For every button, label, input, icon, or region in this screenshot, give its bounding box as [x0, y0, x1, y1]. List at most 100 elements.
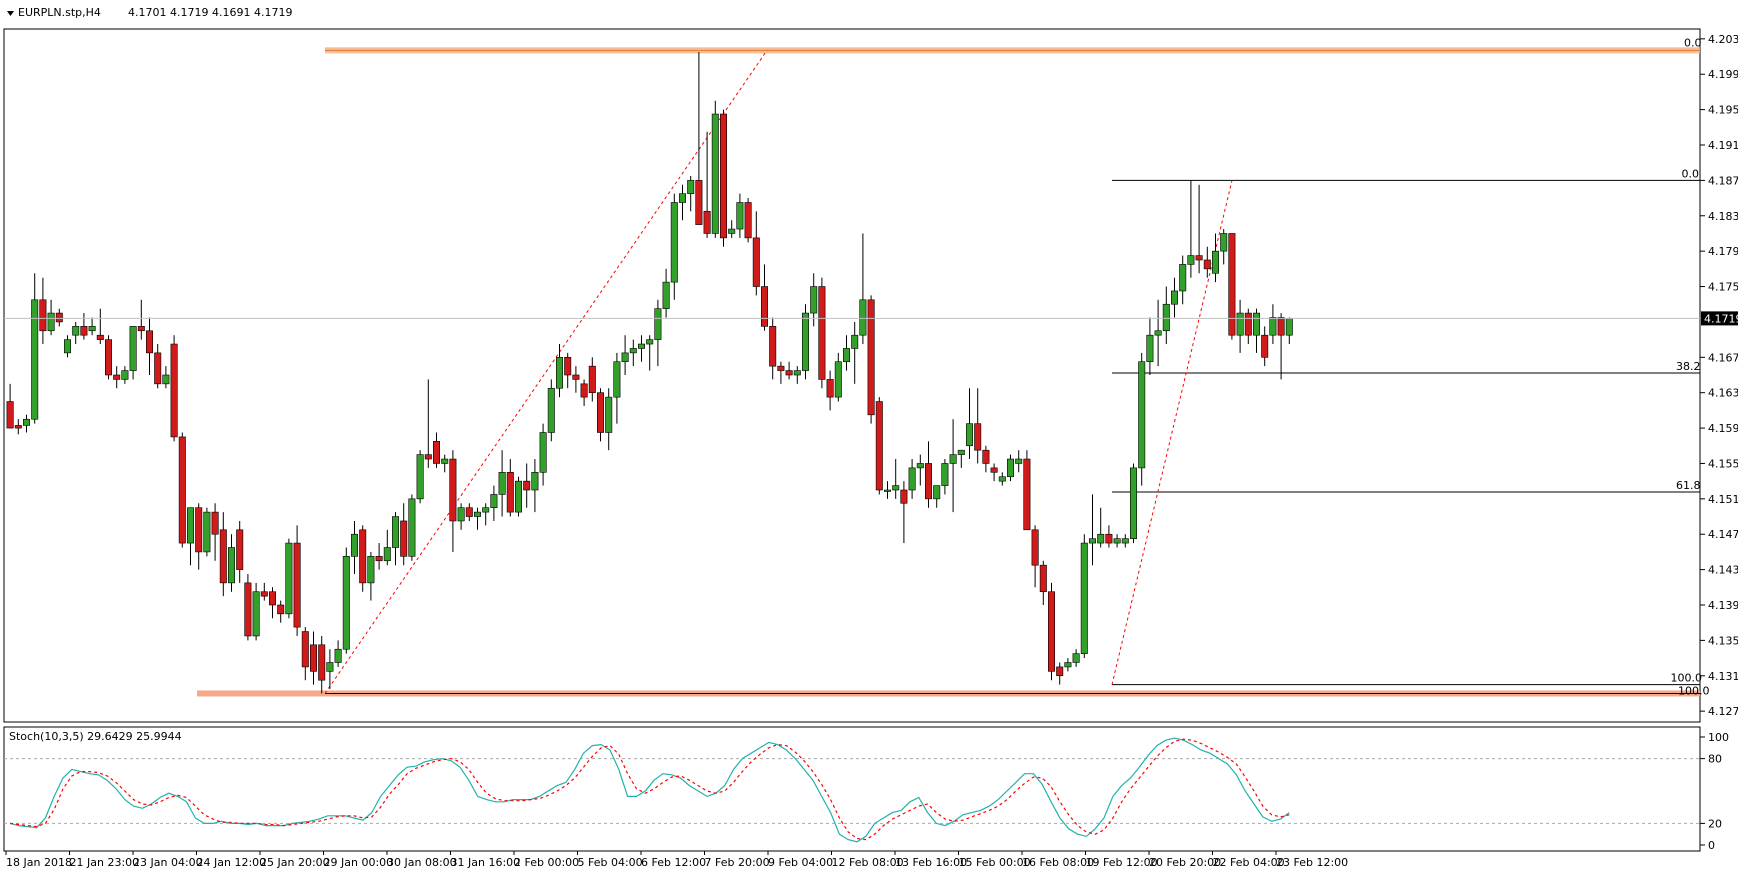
candles: [6, 52, 1293, 694]
fib-small-label-mid1: 38.2: [1676, 360, 1701, 373]
candle-up: [416, 454, 424, 500]
stoch-title: Stoch(10,3,5) 29.6429 25.9944: [9, 730, 182, 743]
candle-down: [449, 458, 457, 522]
candle-up: [728, 228, 736, 234]
stoch-signal-line: [10, 738, 1290, 841]
candle-down: [695, 180, 703, 225]
time-tick-label: 2 Feb 00:00: [514, 856, 579, 869]
candle-up: [678, 193, 686, 203]
candle-up: [441, 458, 449, 464]
candle-down: [301, 631, 309, 668]
candle-up: [162, 374, 170, 385]
candle-up: [859, 299, 867, 336]
price-tick-label: 4.1475: [1708, 528, 1738, 541]
candle-up: [1006, 458, 1014, 478]
candle-up: [687, 180, 695, 194]
candle-down: [154, 352, 162, 385]
candle-up: [1113, 538, 1121, 544]
candle-up: [326, 662, 334, 672]
price-tick-label: 4.1395: [1708, 599, 1738, 612]
candle-down: [6, 401, 14, 429]
candle-down: [55, 312, 63, 323]
candle-down: [1228, 233, 1236, 336]
price-tick-label: 4.1555: [1708, 457, 1738, 470]
candle-down: [703, 211, 711, 234]
candle-down: [260, 591, 268, 597]
candle-up: [1080, 542, 1088, 654]
candle-up: [916, 463, 924, 469]
time-tick-label: 9 Feb 04:00: [768, 856, 833, 869]
candle-up: [810, 286, 818, 314]
candle-down: [113, 374, 121, 380]
price-axis: 4.2035 4.1995 4.1955 4.1915 4.1875 4.1835 4.17…: [1700, 33, 1738, 718]
price-tick-label: 4.1875: [1708, 174, 1738, 187]
fib-small-label-top: 0.0: [1682, 167, 1700, 180]
time-tick-label: 19 Feb 12:00: [1086, 856, 1158, 869]
time-tick-label: 29 Jan 00:00: [324, 856, 394, 869]
candle-down: [1105, 533, 1113, 544]
candle-up: [228, 547, 236, 584]
stoch-tick-label: 20: [1708, 817, 1722, 830]
price-tick-label: 4.1275: [1708, 705, 1738, 718]
chart-menu-arrow-icon[interactable]: [7, 11, 14, 16]
candle-down: [506, 472, 514, 513]
candle-down: [580, 383, 588, 398]
candle-down: [105, 339, 113, 376]
price-tick-label: 4.1795: [1708, 245, 1738, 258]
candle-up: [834, 361, 842, 398]
candle-up: [482, 507, 490, 513]
candle-up: [1015, 458, 1023, 464]
stoch-main-line: [9, 737, 1290, 843]
candle-up: [1138, 361, 1146, 469]
price-tick-label: 4.1755: [1708, 281, 1738, 294]
candle-down: [752, 237, 760, 287]
current-price-tag-bg: [1701, 311, 1738, 326]
candle-down: [900, 489, 908, 504]
candle-down: [268, 591, 276, 606]
price-tick-label: 4.1995: [1708, 68, 1738, 81]
candle-up: [547, 387, 555, 433]
price-tick-label: 4.1315: [1708, 670, 1738, 683]
candle-up: [965, 423, 973, 447]
time-tick-label: 18 Jan 2018: [6, 856, 72, 869]
candle-up: [350, 533, 358, 557]
candle-up: [1212, 250, 1220, 274]
candle-down: [982, 449, 990, 464]
price-tick-label: 4.1635: [1708, 387, 1738, 400]
candle-down: [96, 334, 104, 340]
candle-up: [842, 348, 850, 363]
time-tick-label: 24 Jan 12:00: [197, 856, 267, 869]
price-tick-label: 4.1515: [1708, 493, 1738, 506]
price-tick-label: 4.1355: [1708, 634, 1738, 647]
candle-down: [974, 423, 982, 451]
time-tick-label: 15 Feb 00:00: [959, 856, 1031, 869]
fib-small-label-bottom: 100.0: [1671, 672, 1703, 685]
candle-up: [285, 542, 293, 615]
candle-down: [1031, 529, 1039, 566]
candle-up: [408, 498, 416, 557]
time-tick-label: 16 Feb 08:00: [1022, 856, 1094, 869]
candle-up: [711, 113, 719, 234]
fibonacci-drawings[interactable]: 0.0 100.0 0.0 38.2 61.8 100.0: [197, 36, 1710, 697]
candle-down: [1039, 564, 1047, 593]
time-tick-label: 7 Feb 20:00: [705, 856, 770, 869]
candle-up: [1097, 533, 1105, 544]
candle-up: [473, 511, 481, 517]
candle-down: [80, 326, 88, 336]
price-tick-label: 4.2035: [1708, 33, 1738, 46]
time-tick-label: 23 Feb 12:00: [1276, 856, 1348, 869]
candle-down: [785, 370, 793, 376]
candle-up: [793, 370, 801, 376]
candle-up: [629, 348, 637, 354]
candle-up: [957, 449, 965, 455]
candle-up: [1154, 330, 1162, 336]
candle-down: [219, 529, 227, 584]
candle-up: [621, 352, 629, 363]
candle-up: [1121, 538, 1129, 544]
price-panel-frame: [3, 28, 1701, 723]
candle-down: [465, 507, 473, 517]
